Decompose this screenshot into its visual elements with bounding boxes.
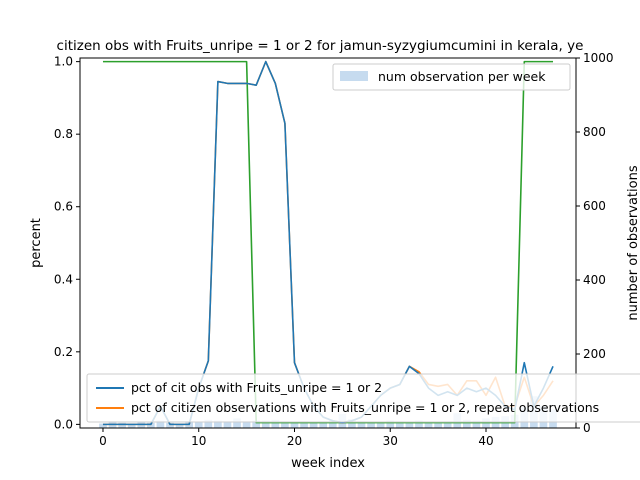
x-tick-label: 10 [191,434,206,448]
bar [290,422,299,428]
bar [309,422,318,428]
y-tick-label: 0.2 [54,345,73,359]
legend-series-1-label: pct of cit obs with Fruits_unripe = 1 or… [131,380,382,395]
bar [434,422,442,428]
y-tick-label: 0.4 [54,272,73,286]
legend-bars-label: num observation per week [378,69,546,84]
x-tick-label: 20 [287,434,302,448]
chart-title: citizen obs with Fruits_unripe = 1 or 2 … [57,38,584,54]
bar [472,420,481,428]
bar [118,422,126,428]
bar [175,423,184,428]
y-tick-label: 0.0 [54,417,73,431]
bar [415,420,423,428]
bar [242,421,251,428]
bar [166,422,174,428]
bar [156,420,165,428]
bar [443,421,452,428]
bar [405,422,414,428]
legend-lines: pct of cit obs with Fruits_unripe = 1 or… [86,373,640,423]
bar [261,420,270,428]
y-tick-label: 1.0 [54,55,73,69]
bar [463,419,471,428]
bar [252,420,261,428]
y-tick-label: 0.6 [54,200,73,214]
legend-bars: num observation per week [332,63,571,91]
bar [319,421,328,428]
y-right-tick-label: 0 [583,421,591,435]
y-tick-label: 0.8 [54,127,73,141]
y-right-tick-label: 200 [583,347,606,361]
y-axis-label: percent [29,218,44,268]
y-right-axis-label: number of observations [626,165,640,320]
y-right-tick-label: 400 [583,273,606,287]
y-right-axis-ticks: 0 200 400 600 800 1000 [576,51,614,435]
bar [348,419,356,428]
y-right-tick-label: 800 [583,125,606,139]
bar [271,419,280,428]
bar [386,420,395,428]
y-right-tick-label: 600 [583,199,606,213]
y-axis-ticks: 0.0 0.2 0.4 0.6 0.8 1.0 [54,55,80,431]
bar [127,423,136,428]
bar [194,422,203,428]
bar [281,421,289,428]
bar [147,422,155,428]
bar [233,418,241,428]
plot-frame [79,57,577,429]
x-axis-ticks: 0 10 20 30 40 [99,428,494,448]
bar [204,419,213,428]
legend-bars-swatch [340,71,368,81]
bar [357,421,366,428]
bar [328,420,337,428]
bar [99,423,107,428]
legend-bars-frame [332,63,571,91]
bar [300,421,308,428]
legend-lines-frame [86,373,640,423]
bar [376,422,385,428]
bar [367,422,375,428]
x-tick-label: 0 [99,434,107,448]
series-line-3 [102,60,554,424]
x-axis-label: week index [291,456,365,471]
legend-series-2-label: pct of citizen observations with Fruits_… [131,400,599,415]
bar [395,421,404,428]
y-right-tick-label: 1000 [583,51,614,65]
bar [424,422,433,428]
bar [223,421,232,428]
bar [214,420,222,428]
x-tick-label: 30 [383,434,398,448]
x-tick-label: 40 [478,434,493,448]
